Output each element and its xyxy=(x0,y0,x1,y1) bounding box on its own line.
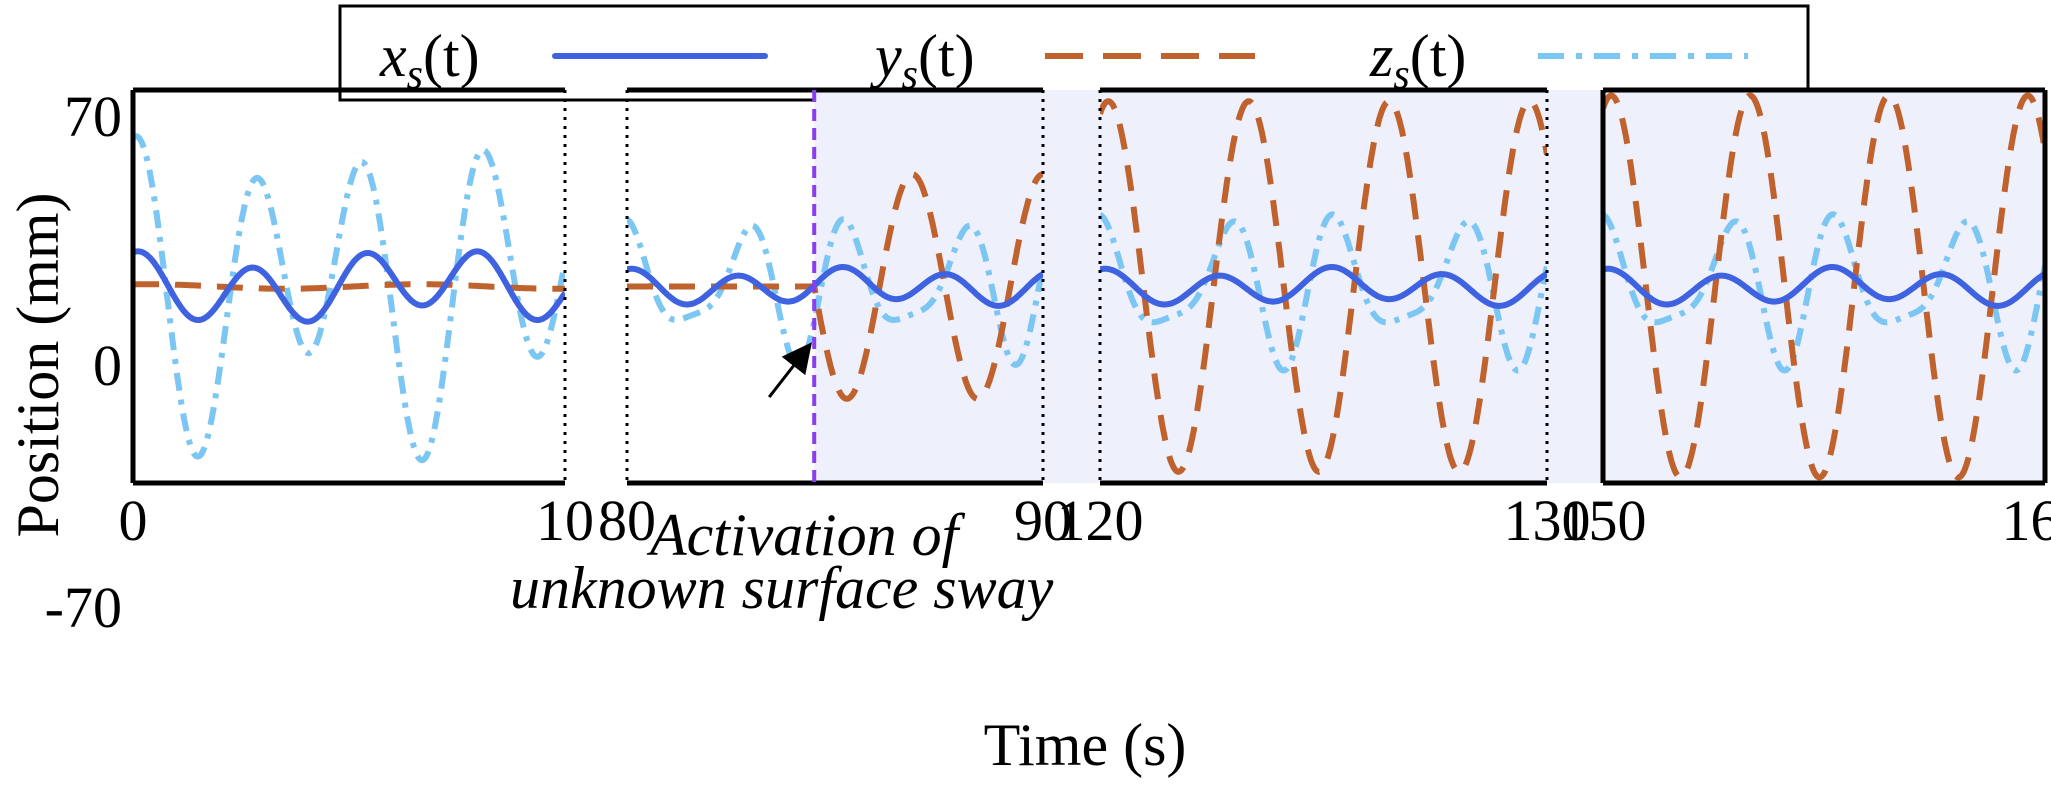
xtick-label: 10 xyxy=(536,488,594,553)
svg-text:xs(t): xs(t) xyxy=(379,23,480,98)
ytick-label-70: 70 xyxy=(64,84,122,149)
xtick-label: 0 xyxy=(119,488,148,553)
series-line-x-panel-2 xyxy=(627,264,1043,309)
xtick-label: 130 xyxy=(1504,488,1591,553)
xtick-label: 120 xyxy=(1057,488,1144,553)
series-line-y-panel-1 xyxy=(133,281,565,292)
annotation-line-2: unknown surface sway xyxy=(510,555,1054,621)
legend: xs(t) ys(t) zs(t) xyxy=(338,4,1810,102)
ytick-label-0: 0 xyxy=(93,333,122,398)
x-axis-title: Time (s) xyxy=(984,712,1187,778)
gap-shade xyxy=(1043,90,1100,483)
legend-x-sub: s xyxy=(407,52,423,98)
legend-entry-z: zs(t) xyxy=(1369,23,1748,98)
series-line-z-panel-1 xyxy=(133,133,565,464)
panel-shade xyxy=(1100,90,1547,483)
legend-x-base: x xyxy=(379,23,407,89)
xtick-label: 80 xyxy=(598,488,656,553)
svg-text:zs(t): zs(t) xyxy=(1369,23,1466,98)
legend-y-base: y xyxy=(869,23,902,89)
series-line-y-panel-3 xyxy=(1100,98,1547,475)
panel-2: 80 90 xyxy=(598,87,1072,553)
legend-y-tail: (t) xyxy=(918,23,975,89)
series-line-x-panel-1 xyxy=(133,248,565,325)
gap-shade xyxy=(1547,90,1603,483)
legend-entry-y: ys(t) xyxy=(869,23,1255,98)
activation-arrow xyxy=(768,342,812,398)
panel-3: 120 130 xyxy=(1057,87,1591,553)
series-line-y-panel-2 xyxy=(627,171,1043,402)
panel-shade xyxy=(814,90,1043,483)
legend-z-sub: s xyxy=(1393,52,1409,98)
series-line-y-panel-4 xyxy=(1603,92,2045,481)
xtick-label: 90 xyxy=(1014,488,1072,553)
panel-4: 150 160 xyxy=(1560,87,2051,553)
legend-entry-x: xs(t) xyxy=(379,23,768,98)
series-line-x-panel-4 xyxy=(1603,264,2045,309)
svg-text:ys(t): ys(t) xyxy=(869,23,975,98)
panel-1: 0 10 xyxy=(119,87,594,553)
annotation-line-1: Activation of xyxy=(646,502,966,568)
xtick-label: 150 xyxy=(1560,488,1647,553)
legend-z-base: z xyxy=(1369,23,1393,89)
legend-z-tail: (t) xyxy=(1410,23,1467,89)
series-line-z-panel-3 xyxy=(1100,211,1547,374)
y-axis: 70 0 -70 xyxy=(45,84,122,640)
series-line-x-panel-3 xyxy=(1100,264,1547,309)
legend-y-sub: s xyxy=(902,52,918,98)
y-axis-title: Position (mm) xyxy=(5,192,71,537)
panel-shade xyxy=(1603,90,2045,483)
activation-annotation: Activation of unknown surface sway xyxy=(510,342,1054,621)
xtick-label: 160 xyxy=(2002,488,2051,553)
series-line-z-panel-2 xyxy=(627,216,1043,368)
legend-x-tail: (t) xyxy=(423,23,480,89)
ytick-label-neg70: -70 xyxy=(45,575,122,640)
